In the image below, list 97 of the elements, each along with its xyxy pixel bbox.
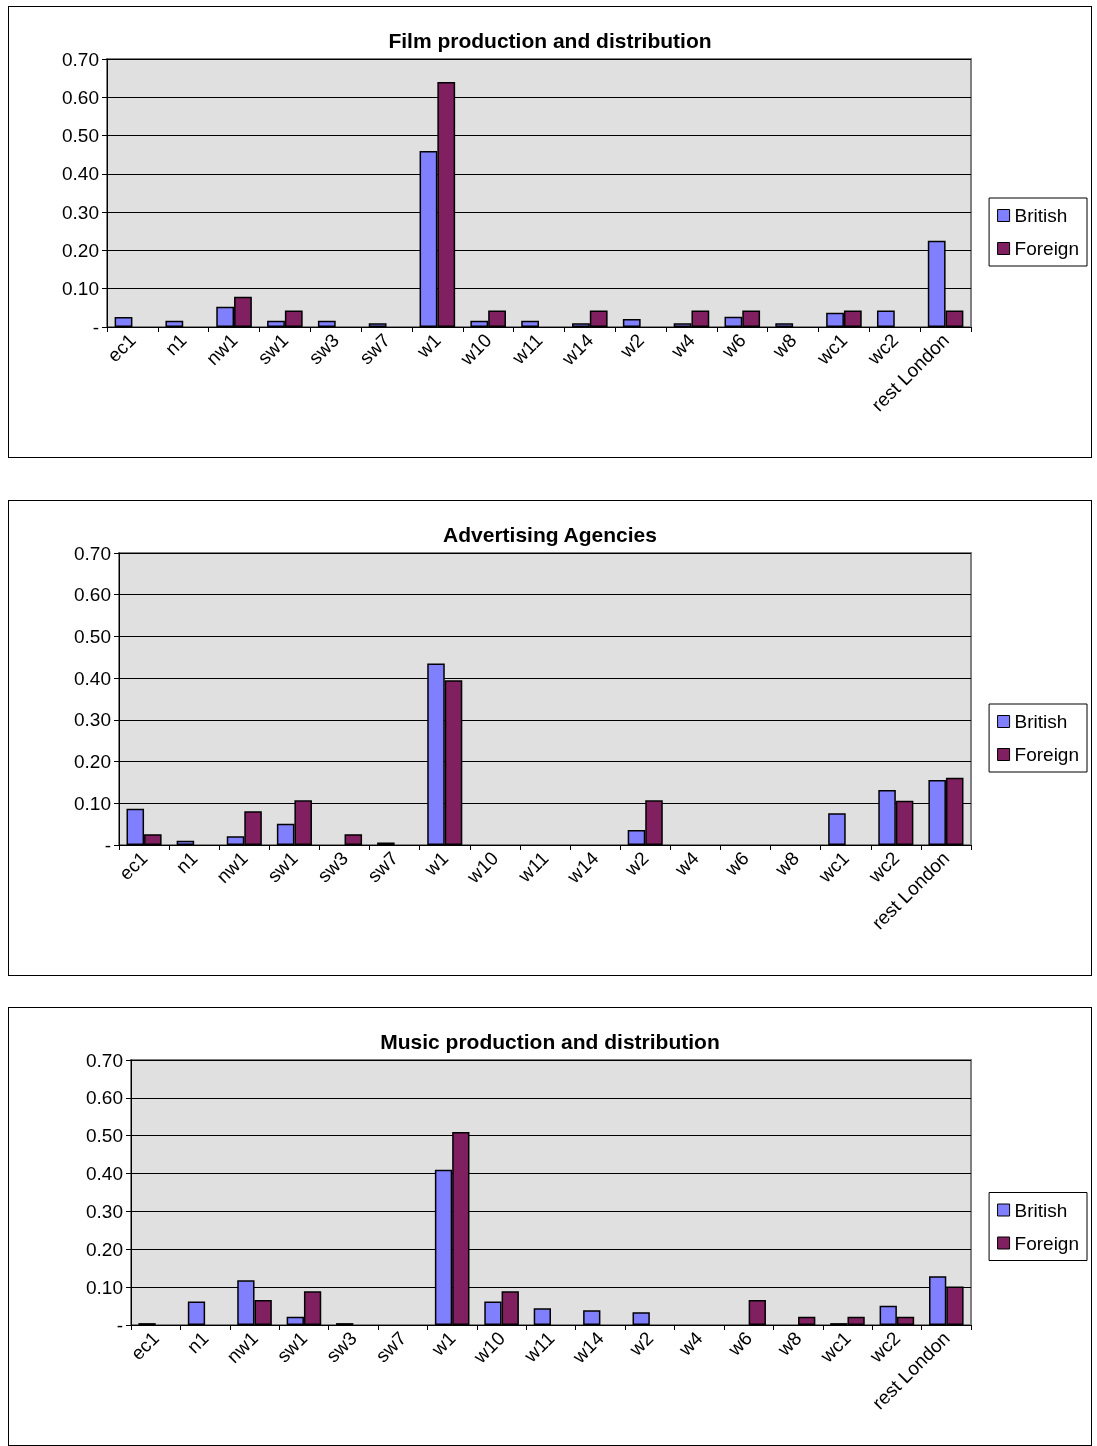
x-tick-label: w10 [462, 847, 503, 888]
x-tick-label: w6 [720, 847, 753, 881]
y-tick-label: 0.10 [62, 278, 99, 300]
y-tick-label: 0.60 [86, 1087, 123, 1109]
x-tick-label: w2 [615, 329, 649, 363]
y-tick-label: 0.70 [62, 48, 99, 70]
y-tick-label: 0.60 [62, 86, 99, 108]
x-tick-label: wc2 [863, 847, 904, 888]
y-tick-label: 0.10 [74, 792, 111, 814]
y-tick-label: 0.30 [86, 1200, 123, 1222]
bar [165, 320, 184, 327]
y-tick-label: 0.70 [86, 1049, 123, 1071]
x-tick-label: sw3 [313, 847, 352, 887]
x-tick-label: sw7 [363, 847, 403, 887]
bar [176, 840, 195, 845]
x-tick-label: n1 [171, 847, 202, 878]
x-tick-label: sw7 [371, 1327, 411, 1367]
bar [344, 834, 363, 845]
x-tick-label: nw1 [212, 847, 252, 888]
y-tick-label: 0.40 [62, 163, 99, 185]
y-tick-label: - [92, 316, 99, 338]
legend-label: Foreign [1014, 1232, 1079, 1254]
y-tick-label: 0.20 [62, 239, 99, 261]
y-tick-label: 0.40 [86, 1163, 123, 1185]
bar [828, 813, 846, 845]
bar [748, 1300, 766, 1325]
x-tick-label: w2 [619, 847, 653, 881]
bar [876, 310, 895, 327]
chart-title: Music production and distribution [380, 1030, 720, 1053]
bar [114, 317, 133, 327]
y-tick-label: 0.30 [62, 201, 99, 223]
x-tick-label: w1 [412, 329, 445, 363]
y-tick-label: 0.50 [62, 125, 99, 147]
y-tick-label: 0.10 [86, 1276, 123, 1298]
legend-label: British [1014, 205, 1068, 226]
x-tick-label: n1 [160, 329, 191, 360]
y-tick-label: 0.20 [74, 751, 111, 773]
bar [533, 1308, 551, 1325]
x-tick-label: ec1 [126, 1327, 164, 1365]
chart-title: Advertising Agencies [443, 523, 657, 546]
x-tick-label: w8 [772, 1327, 806, 1361]
bar [317, 320, 336, 327]
x-tick-label: nw1 [202, 329, 242, 370]
x-tick-label: w4 [666, 329, 699, 363]
bar [583, 1310, 601, 1325]
x-tick-label: w14 [567, 1327, 608, 1368]
x-tick-label: w6 [723, 1327, 757, 1361]
x-tick-label: w14 [557, 329, 598, 370]
y-tick-label: 0.60 [74, 584, 111, 606]
x-tick-label: w10 [455, 329, 496, 370]
x-tick-label: w1 [419, 847, 453, 881]
x-tick-label: wc2 [862, 329, 903, 370]
y-tick-label: 0.70 [74, 542, 111, 564]
x-tick-label: ec1 [103, 329, 140, 367]
legend-label: British [1014, 1199, 1068, 1221]
x-tick-label: wc1 [811, 329, 852, 370]
y-tick-label: 0.20 [86, 1238, 123, 1260]
x-tick-label: w14 [562, 847, 603, 888]
bar [521, 320, 539, 327]
x-tick-label: w1 [426, 1327, 460, 1361]
legend-label: British [1014, 711, 1068, 732]
x-tick-label: w8 [770, 847, 804, 881]
legend-label: Foreign [1014, 238, 1079, 259]
x-tick-label: ec1 [114, 847, 152, 885]
y-tick-label: 0.50 [74, 625, 111, 647]
y-tick-label: - [116, 1314, 123, 1336]
y-tick-label: 0.30 [74, 709, 111, 731]
x-tick-label: w4 [673, 1327, 707, 1361]
bar [798, 1316, 816, 1325]
y-tick-label: - [104, 834, 111, 856]
x-tick-label: wc1 [815, 1327, 855, 1368]
x-tick-label: sw3 [322, 1327, 361, 1367]
x-tick-label: wc1 [813, 847, 854, 888]
x-tick-label: w2 [624, 1327, 658, 1361]
x-tick-label: sw7 [355, 329, 394, 369]
x-tick-label: nw1 [222, 1327, 262, 1368]
bar [622, 318, 641, 327]
y-tick-label: 0.40 [74, 667, 111, 689]
x-tick-label: n1 [182, 1327, 213, 1358]
x-tick-label: w8 [767, 329, 801, 363]
x-tick-label: w11 [519, 1327, 559, 1367]
x-tick-label: w4 [670, 847, 703, 881]
x-tick-label: sw1 [253, 329, 293, 369]
y-tick-label: 0.50 [86, 1125, 123, 1147]
x-tick-label: w6 [716, 329, 750, 363]
bar [368, 323, 387, 327]
x-tick-label: sw1 [272, 1327, 312, 1367]
bar [187, 1301, 206, 1325]
chart-title: Film production and distribution [388, 29, 712, 52]
bar [775, 323, 794, 327]
x-tick-label: w10 [468, 1327, 510, 1368]
legend-label: Foreign [1014, 744, 1079, 765]
x-tick-label: w11 [507, 329, 547, 369]
x-tick-label: w11 [513, 847, 553, 887]
x-tick-label: sw3 [304, 329, 344, 369]
bar [632, 1312, 650, 1325]
x-tick-label: sw1 [263, 847, 302, 887]
